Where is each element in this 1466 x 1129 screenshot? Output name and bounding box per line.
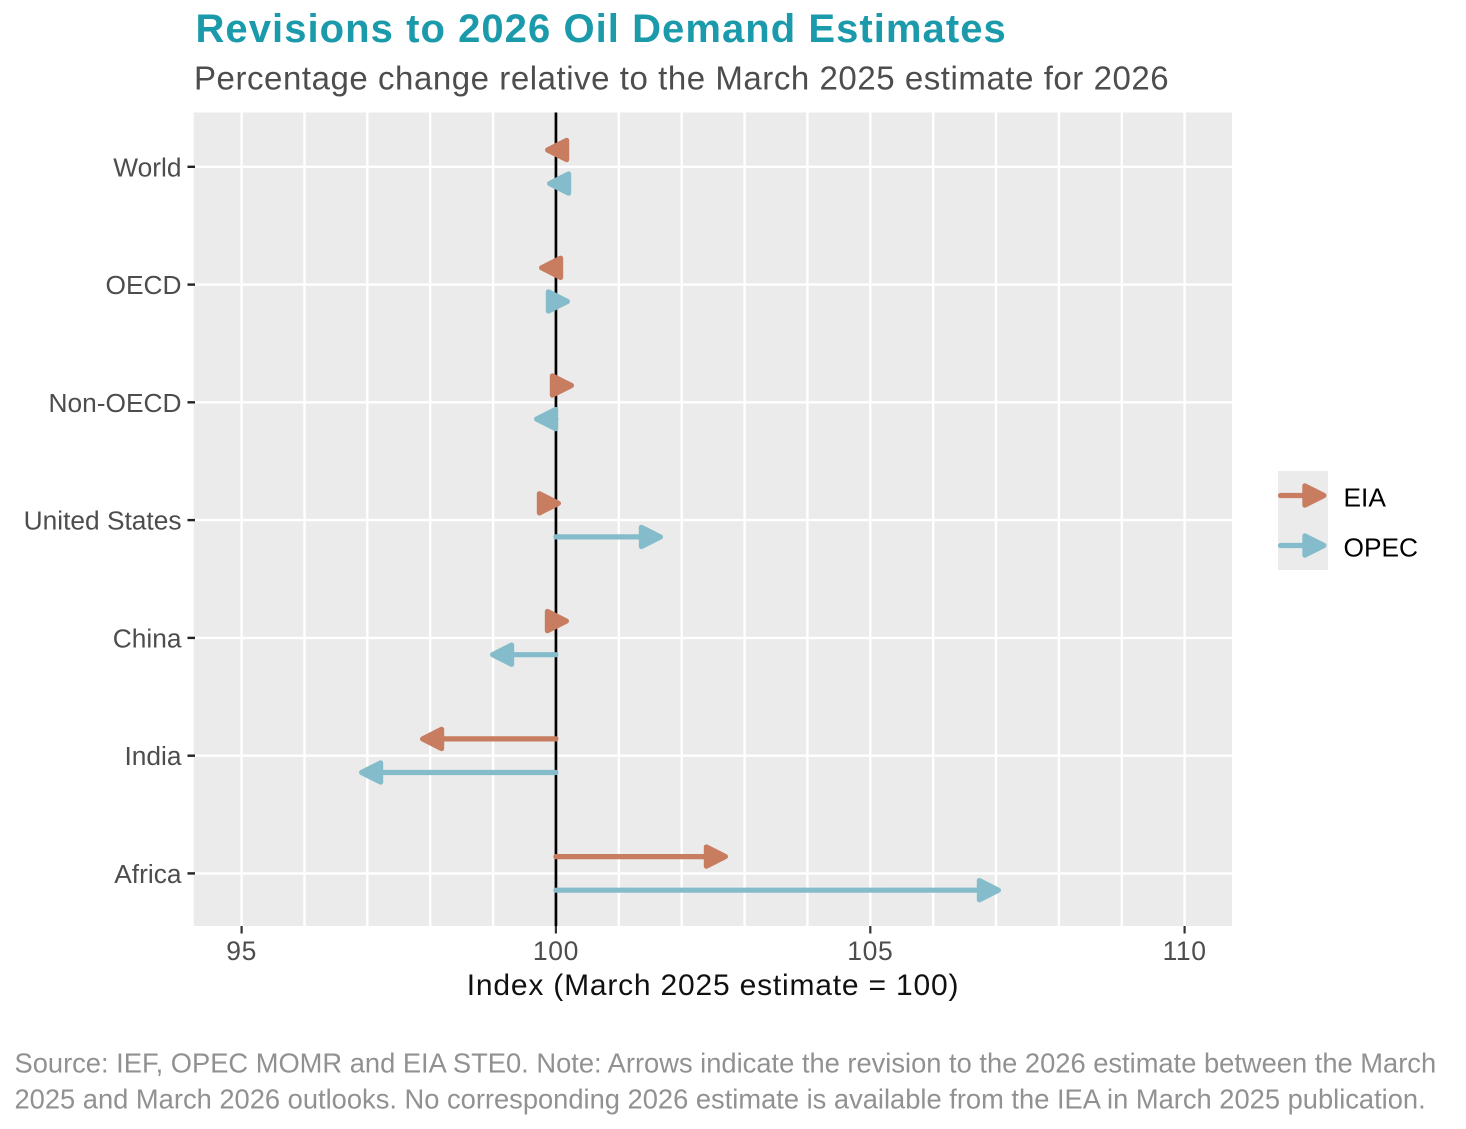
svg-text:United States: United States (24, 506, 182, 536)
svg-text:EIA: EIA (1344, 482, 1387, 512)
svg-text:Percentage change relative to: Percentage change relative to the March … (194, 59, 1169, 96)
svg-text:China: China (113, 623, 182, 653)
svg-text:95: 95 (226, 936, 257, 966)
svg-text:105: 105 (847, 936, 893, 966)
svg-text:India: India (124, 741, 181, 771)
svg-text:Non-OECD: Non-OECD (49, 388, 182, 418)
svg-text:Source: IEF, OPEC MOMR and EIA: Source: IEF, OPEC MOMR and EIA STE0. Not… (15, 1048, 1437, 1079)
svg-text:OECD: OECD (106, 270, 182, 300)
svg-text:World: World (113, 152, 181, 182)
svg-text:100: 100 (533, 936, 579, 966)
svg-text:Africa: Africa (114, 859, 182, 889)
svg-text:OPEC: OPEC (1344, 532, 1419, 562)
svg-text:2025 and March 2026 outlooks.: 2025 and March 2026 outlooks. No corresp… (15, 1084, 1426, 1115)
svg-text:110: 110 (1163, 936, 1207, 966)
svg-text:Revisions to 2026 Oil Demand E: Revisions to 2026 Oil Demand Estimates (196, 7, 1007, 51)
svg-text:Index (March 2025 estimate = 1: Index (March 2025 estimate = 100) (467, 969, 959, 1002)
